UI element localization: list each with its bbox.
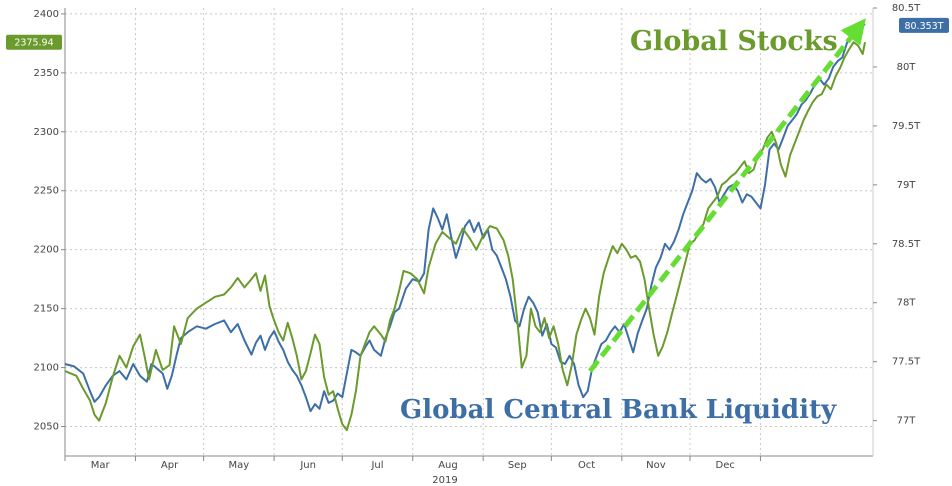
x-tick-label: Sep xyxy=(508,460,527,471)
left-axis-ticks: 2400 2350 2300 2250 2200 2150 2100 2050 xyxy=(34,9,65,433)
right-tick-label: 80T xyxy=(897,62,917,73)
left-tick-label: 2350 xyxy=(34,68,59,79)
left-tick-label: 2300 xyxy=(34,127,59,138)
x-tick-label: Aug xyxy=(438,460,458,471)
x-tick-label: Mar xyxy=(91,460,111,471)
right-tick-label: 78T xyxy=(897,298,917,309)
right-axis-ticks: 80.5T 80T 79.5T 79T 78.5T 78T 77.5T 77T xyxy=(873,3,921,427)
x-tick-label: May xyxy=(229,460,250,471)
right-tick-label: 77.5T xyxy=(892,357,921,368)
left-tick-label: 2150 xyxy=(34,304,59,315)
plot-area xyxy=(65,8,873,456)
x-tick-label: Jun xyxy=(299,460,316,471)
axes xyxy=(64,8,874,457)
last-value-label-stocks: 2375.94 xyxy=(14,38,53,49)
right-tick-label: 79.5T xyxy=(892,121,921,132)
last-value-badge-stocks: 2375.94 xyxy=(6,34,62,50)
x-tick-label: Dec xyxy=(716,460,735,471)
right-tick-label: 80.5T xyxy=(892,3,921,14)
left-tick-label: 2100 xyxy=(34,363,59,374)
x-tick-label: Apr xyxy=(161,460,179,471)
left-tick-label: 2200 xyxy=(34,245,59,256)
left-tick-label: 2050 xyxy=(34,422,59,433)
trend-arrow xyxy=(588,18,866,373)
left-tick-label: 2250 xyxy=(34,186,59,197)
series-line-global-stocks xyxy=(64,41,866,432)
last-value-badge-liquidity: 80.353T xyxy=(899,17,949,33)
x-axis-ticks: Mar Apr May Jun Jul Aug Sep Oct Nov Dec xyxy=(64,456,761,471)
x-tick-label: Jul xyxy=(370,460,383,471)
x-tick-label: Nov xyxy=(646,460,666,471)
right-tick-label: 79T xyxy=(897,180,917,191)
x-tick-label: Oct xyxy=(578,460,595,471)
left-tick-label: 2400 xyxy=(34,9,59,20)
series-line-global-central-bank-liquidity xyxy=(64,21,866,413)
annotation-global-central-bank-liquidity: Global Central Bank Liquidity xyxy=(400,395,837,425)
last-value-label-liquidity: 80.353T xyxy=(904,21,943,32)
right-tick-label: 77T xyxy=(897,416,917,427)
x-axis-label: 2019 xyxy=(432,475,457,486)
annotation-global-stocks: Global Stocks xyxy=(630,26,838,57)
right-tick-label: 78.5T xyxy=(892,239,921,250)
